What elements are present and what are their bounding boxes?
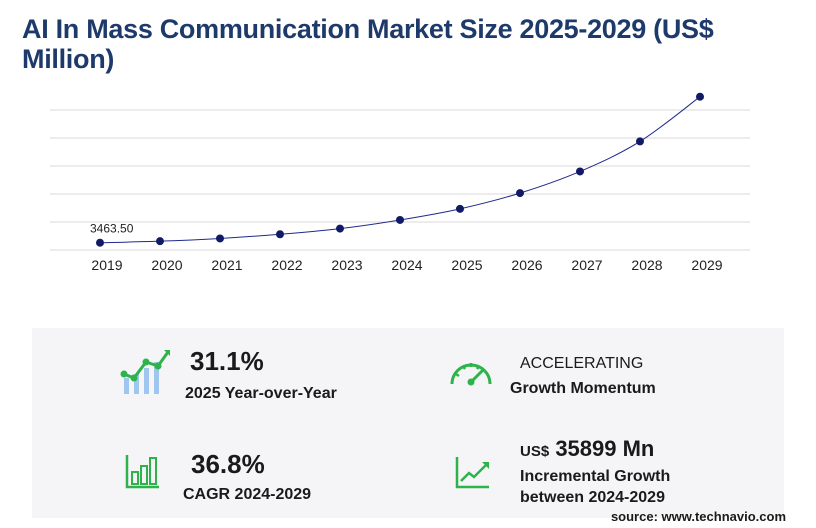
x-tick-2029: 2029 <box>691 257 722 273</box>
data-point-2019 <box>96 238 104 247</box>
data-point-2020 <box>156 237 164 246</box>
data-point-2022 <box>276 230 284 239</box>
incremental-unit: US$ <box>520 443 550 460</box>
cagr-value: 36.8% <box>191 449 265 479</box>
data-labels: 3463.50 <box>90 222 134 236</box>
line-growth-icon <box>455 457 489 489</box>
x-tick-2023: 2023 <box>331 257 362 273</box>
data-point-2029 <box>696 92 704 101</box>
data-point-2023 <box>336 224 344 233</box>
yoy-label: 2025 Year-over-Year <box>185 385 337 402</box>
line-chart: 3463.50 2019 2020 2021 2022 2023 2024 2025 2026… <box>50 92 750 273</box>
x-axis-ticks: 2019 2020 2021 2022 2023 2024 2025 2026 2027 2028… <box>91 257 722 273</box>
speedometer-icon <box>450 363 492 386</box>
data-point-2024 <box>396 215 404 224</box>
data-point-2021 <box>216 234 224 243</box>
x-tick-2020: 2020 <box>151 257 182 273</box>
x-tick-2019: 2019 <box>91 257 122 273</box>
yoy-value: 31.1% <box>190 346 264 376</box>
incremental-line1: Incremental Growth <box>520 468 671 485</box>
incremental-value-row: US$ 35899 Mn <box>520 436 654 462</box>
incremental-value: 35899 Mn <box>555 436 655 461</box>
x-tick-2022: 2022 <box>271 257 302 273</box>
data-point-2028 <box>636 137 644 146</box>
x-tick-2021: 2021 <box>211 257 242 273</box>
data-point-2026 <box>516 189 524 198</box>
data-point-2025 <box>456 204 464 213</box>
data-points <box>96 92 704 247</box>
x-tick-2028: 2028 <box>631 257 662 273</box>
momentum-line1: ACCELERATING <box>520 355 644 372</box>
x-tick-2025: 2025 <box>451 257 482 273</box>
bar-growth-icon <box>120 350 170 394</box>
data-point-2027 <box>576 167 584 176</box>
page-title: AI In Mass Communication Market Size 202… <box>22 14 714 74</box>
source-credit: source: www.technavio.com <box>610 509 786 524</box>
momentum-line2: Growth Momentum <box>510 380 656 397</box>
incremental-line2: between 2024-2029 <box>520 489 665 506</box>
x-tick-2027: 2027 <box>571 257 602 273</box>
x-tick-2026: 2026 <box>511 257 542 273</box>
bar-chart-icon <box>125 455 159 489</box>
grid-lines <box>50 109 750 251</box>
cagr-label: CAGR 2024-2029 <box>183 486 312 503</box>
data-label: 3463.50 <box>90 222 134 236</box>
x-tick-2024: 2024 <box>391 257 422 273</box>
